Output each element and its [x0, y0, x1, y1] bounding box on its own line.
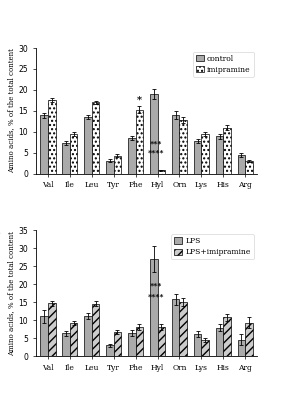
Bar: [180, 302, 187, 356]
Bar: [245, 161, 253, 174]
Bar: [48, 303, 55, 356]
Bar: [40, 115, 48, 174]
Bar: [238, 340, 245, 356]
Bar: [223, 317, 231, 356]
Bar: [158, 170, 165, 174]
Bar: [245, 322, 253, 356]
Bar: [114, 156, 121, 174]
Text: *: *: [137, 96, 142, 104]
Bar: [92, 304, 100, 356]
Text: ***: ***: [150, 282, 163, 290]
Y-axis label: Amino acids, % of the total content: Amino acids, % of the total content: [8, 231, 15, 356]
Bar: [70, 323, 78, 356]
Bar: [201, 134, 209, 174]
Bar: [216, 328, 223, 356]
Bar: [172, 299, 180, 356]
Bar: [62, 143, 70, 174]
Bar: [128, 333, 136, 356]
Bar: [84, 117, 92, 174]
Bar: [150, 259, 158, 356]
Bar: [106, 161, 114, 174]
Legend: control, imipramine: control, imipramine: [193, 52, 254, 77]
Bar: [106, 345, 114, 356]
Bar: [136, 110, 143, 174]
Bar: [40, 316, 48, 356]
Y-axis label: Amino acids, % of the total content: Amino acids, % of the total content: [8, 48, 15, 173]
Bar: [128, 138, 136, 174]
Bar: [158, 327, 165, 356]
Bar: [136, 327, 143, 356]
Bar: [180, 120, 187, 174]
Text: ****: ****: [148, 292, 165, 300]
Legend: LPS, LPS+imipramine: LPS, LPS+imipramine: [171, 234, 254, 259]
Bar: [92, 102, 100, 174]
Bar: [62, 333, 70, 356]
Bar: [216, 136, 223, 174]
Bar: [150, 94, 158, 174]
Bar: [48, 100, 55, 174]
Bar: [114, 332, 121, 356]
Bar: [194, 141, 201, 174]
Text: ***: ***: [150, 140, 163, 148]
Bar: [70, 134, 78, 174]
Bar: [194, 334, 201, 356]
Bar: [238, 155, 245, 174]
Bar: [84, 316, 92, 356]
Bar: [172, 115, 180, 174]
Bar: [223, 128, 231, 174]
Bar: [201, 340, 209, 356]
Text: ****: ****: [148, 148, 165, 156]
